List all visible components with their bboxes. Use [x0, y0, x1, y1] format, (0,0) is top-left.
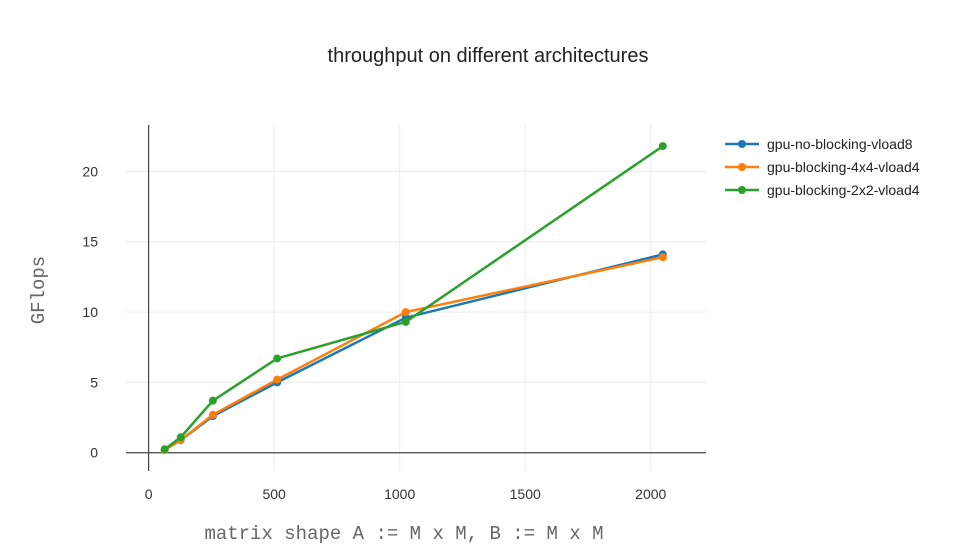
- series-line-1: [164, 255, 664, 451]
- series-line-2: [163, 145, 664, 451]
- y-tick-label: 10: [82, 304, 98, 320]
- y-tick-label: 20: [82, 163, 98, 179]
- x-tick-label: 0: [145, 486, 153, 502]
- legend-label: gpu-no-blocking-vload8: [767, 136, 913, 152]
- x-tick-label: 1500: [510, 486, 541, 502]
- legend-item-2[interactable]: gpu-blocking-2x2-vload4: [725, 182, 920, 198]
- data-point-s2-3: [273, 354, 282, 363]
- x-tick-label: 1000: [384, 486, 415, 502]
- x-tick-label: 2000: [635, 486, 666, 502]
- data-point-s1-3: [273, 375, 282, 384]
- data-point-s2-2: [208, 396, 217, 405]
- y-tick-label: 0: [90, 445, 98, 461]
- plot-area: [160, 142, 667, 454]
- x-axis-label: matrix shape A := M x M, B := M x M: [204, 523, 603, 545]
- legend-label: gpu-blocking-4x4-vload4: [767, 159, 920, 175]
- legend-item-1[interactable]: gpu-blocking-4x4-vload4: [725, 159, 920, 175]
- gridlines: [126, 125, 706, 471]
- axes: [126, 125, 706, 471]
- series-line-0: [164, 253, 664, 451]
- legend-swatch-marker: [738, 140, 746, 148]
- legend-item-0[interactable]: gpu-no-blocking-vload8: [725, 136, 913, 152]
- y-tick-label: 5: [90, 374, 98, 390]
- data-point-s1-5: [658, 253, 667, 262]
- y-axis-label: GFlops: [28, 256, 50, 324]
- data-point-s2-4: [401, 317, 410, 326]
- tick-labels: 0 500 1000 1500 2000 0 5 10 15 20: [82, 163, 666, 502]
- legend-swatch-marker: [738, 186, 746, 194]
- x-tick-label: 500: [262, 486, 286, 502]
- data-point-s2-0: [160, 445, 169, 454]
- legend: gpu-no-blocking-vload8 gpu-blocking-4x4-v…: [725, 136, 920, 198]
- data-point-s2-5: [658, 142, 667, 151]
- data-point-s2-1: [176, 433, 185, 442]
- data-point-s1-2: [208, 410, 217, 419]
- chart-title: throughput on different architectures: [328, 45, 649, 67]
- legend-swatch-marker: [738, 163, 746, 171]
- data-point-s1-4: [401, 308, 410, 317]
- legend-label: gpu-blocking-2x2-vload4: [767, 182, 920, 198]
- y-tick-label: 15: [82, 234, 98, 250]
